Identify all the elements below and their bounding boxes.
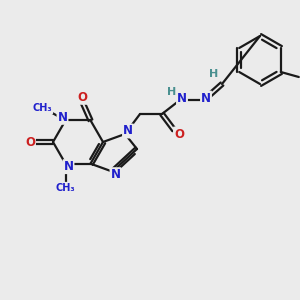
Text: N: N	[58, 111, 68, 124]
Text: N: N	[64, 160, 74, 173]
Text: O: O	[25, 136, 35, 148]
Text: O: O	[77, 91, 88, 104]
Text: O: O	[174, 128, 184, 140]
Text: N: N	[201, 92, 211, 104]
Text: N: N	[177, 92, 187, 104]
Text: H: H	[167, 87, 177, 97]
Text: H: H	[209, 69, 219, 79]
Text: CH₃: CH₃	[56, 183, 75, 193]
Text: CH₃: CH₃	[33, 103, 52, 113]
Text: N: N	[123, 124, 133, 137]
Text: N: N	[110, 168, 121, 181]
